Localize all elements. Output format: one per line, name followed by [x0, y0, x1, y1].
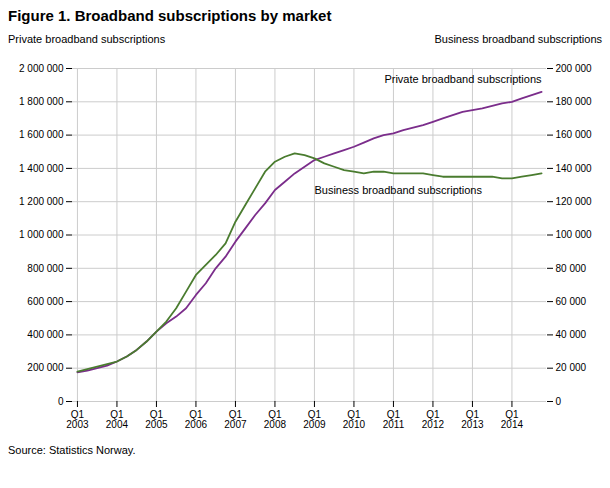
- svg-text:Q12011: Q12011: [383, 409, 405, 430]
- svg-text:100 000: 100 000: [556, 229, 593, 240]
- svg-text:800 000: 800 000: [27, 263, 64, 274]
- svg-text:1 600 000: 1 600 000: [19, 129, 64, 140]
- svg-text:20 000: 20 000: [556, 362, 587, 373]
- svg-text:60 000: 60 000: [556, 296, 587, 307]
- svg-text:1 000 000: 1 000 000: [19, 229, 64, 240]
- svg-text:140 000: 140 000: [556, 163, 593, 174]
- svg-text:600 000: 600 000: [27, 296, 64, 307]
- svg-text:Q12014: Q12014: [501, 409, 524, 430]
- svg-text:180 000: 180 000: [556, 96, 593, 107]
- svg-text:Q12007: Q12007: [224, 409, 247, 430]
- svg-text:400 000: 400 000: [27, 329, 64, 340]
- svg-text:2 000 000: 2 000 000: [19, 63, 64, 74]
- svg-text:Q12005: Q12005: [145, 409, 168, 430]
- svg-text:1 800 000: 1 800 000: [19, 96, 64, 107]
- svg-text:Q12008: Q12008: [264, 409, 287, 430]
- svg-text:160 000: 160 000: [556, 129, 593, 140]
- svg-text:0: 0: [556, 396, 562, 407]
- svg-text:Business broadband subscriptio: Business broadband subscriptions: [314, 184, 482, 196]
- svg-text:200 000: 200 000: [556, 63, 593, 74]
- svg-text:40 000: 40 000: [556, 329, 587, 340]
- svg-text:1 200 000: 1 200 000: [19, 196, 64, 207]
- svg-text:Q12013: Q12013: [461, 409, 484, 430]
- html-text:Private broadband subscription: Private broadband subscriptions: [8, 33, 166, 45]
- svg-text:Q12004: Q12004: [106, 409, 129, 430]
- svg-text:Q12010: Q12010: [343, 409, 366, 430]
- html-text:Figure 1. Broadband subscripti: Figure 1. Broadband subscriptions by mar…: [8, 7, 332, 24]
- html-text:Business broadband subscriptio: Business broadband subscriptions: [434, 33, 602, 45]
- svg-text:80 000: 80 000: [556, 263, 587, 274]
- svg-text:Q12003: Q12003: [66, 409, 89, 430]
- svg-text:1 400 000: 1 400 000: [19, 163, 64, 174]
- svg-text:Q12009: Q12009: [303, 409, 326, 430]
- svg-text:200 000: 200 000: [27, 362, 64, 373]
- svg-text:Q12012: Q12012: [422, 409, 445, 430]
- svg-text:120 000: 120 000: [556, 196, 593, 207]
- html-text:Source: Statistics Norway.: Source: Statistics Norway.: [8, 444, 136, 456]
- svg-text:Q12006: Q12006: [185, 409, 208, 430]
- svg-text:Private broadband subscription: Private broadband subscriptions: [384, 73, 542, 85]
- svg-text:0: 0: [58, 396, 64, 407]
